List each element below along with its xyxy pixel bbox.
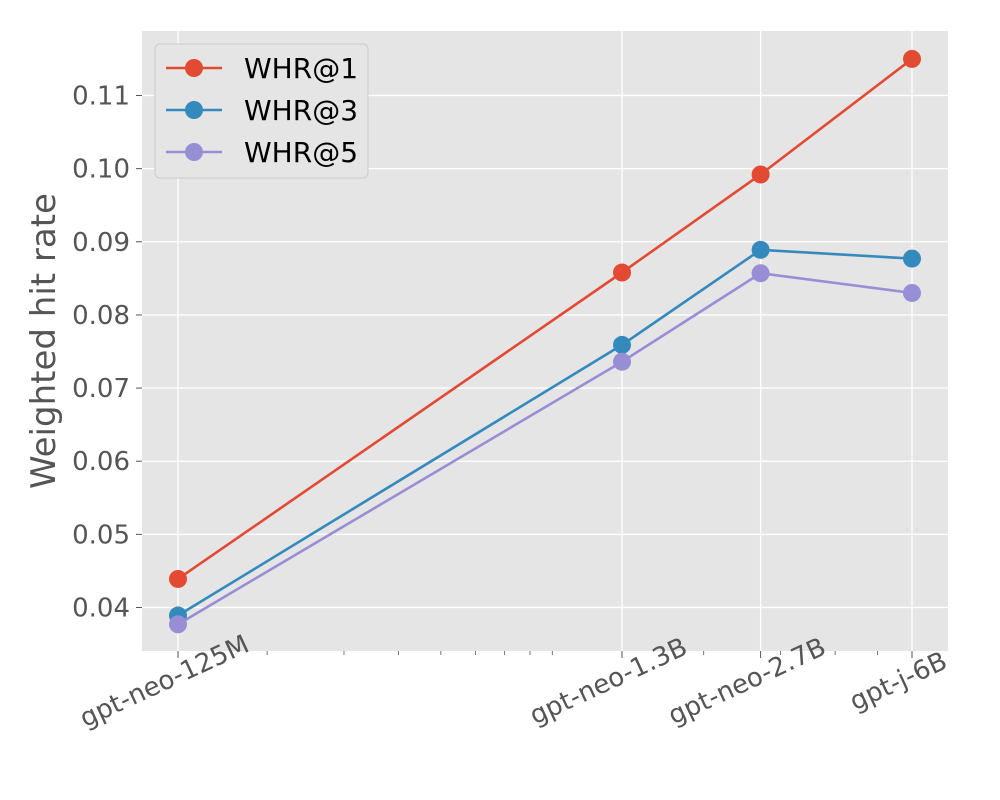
series-layer	[169, 49, 921, 634]
series-whr-5	[169, 264, 921, 634]
legend: WHR@1 WHR@3 WHR@5	[154, 43, 369, 179]
data-point	[751, 165, 770, 184]
y-tick-label: 0.10	[72, 155, 130, 185]
legend-label: WHR@5	[244, 136, 358, 169]
x-tick-label: gpt-j-6B	[845, 646, 952, 717]
data-point	[169, 615, 187, 634]
legend-label: WHR@3	[244, 94, 358, 127]
y-tick-label: 0.04	[72, 594, 130, 624]
data-point	[613, 263, 632, 282]
legend-label: WHR@1	[244, 52, 358, 85]
y-axis-label: Weighted hit rate	[24, 193, 64, 489]
series-line	[177, 271, 913, 626]
data-point	[903, 249, 921, 268]
y-tick-label: 0.05	[72, 520, 130, 550]
data-point	[169, 569, 187, 588]
y-tick-label: 0.09	[72, 228, 130, 258]
y-tick-label: 0.07	[72, 374, 130, 404]
legend-marker	[185, 143, 203, 161]
data-point	[903, 283, 921, 302]
y-tick-label: 0.11	[72, 82, 130, 112]
y-tick-label: 0.06	[72, 447, 130, 477]
data-point	[613, 352, 632, 371]
legend-marker	[185, 101, 203, 119]
data-point	[903, 49, 921, 68]
series-line	[177, 248, 913, 617]
legend-box	[154, 43, 369, 179]
data-point	[613, 335, 632, 354]
data-point	[751, 264, 770, 283]
series-line	[177, 57, 913, 581]
y-tick-label: 0.08	[72, 301, 130, 331]
data-point	[751, 240, 770, 259]
legend-marker	[185, 59, 203, 77]
x-minor-ticks	[266, 651, 878, 655]
y-axis-ticks: 0.04 0.05 0.06 0.07 0.08 0.09 0.10 0.11	[72, 82, 142, 624]
series-whr-1	[169, 49, 921, 588]
